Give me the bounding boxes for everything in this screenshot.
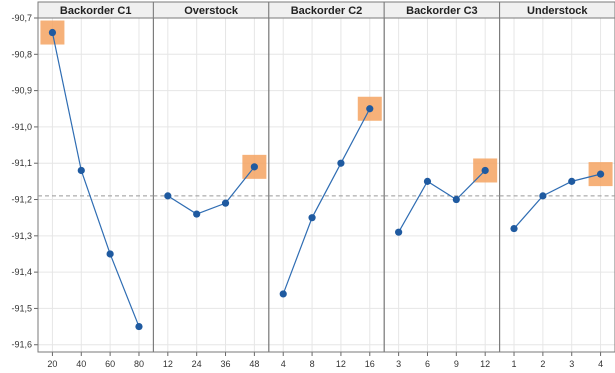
- series-line: [282, 108, 371, 295]
- data-point: [48, 28, 57, 37]
- x-tick-label: 16: [365, 359, 375, 369]
- y-tick-label: -91,4: [11, 267, 32, 277]
- data-point: [481, 166, 489, 175]
- x-tick-label: 3: [569, 359, 574, 369]
- x-tick-label: 20: [47, 359, 57, 369]
- data-point: [221, 199, 230, 207]
- x-tick-label: 8: [310, 359, 315, 369]
- panel-frame: [37, 17, 154, 353]
- x-tick-label: 4: [598, 359, 603, 369]
- x-tick-label: 48: [249, 359, 259, 369]
- x-tick-label: 12: [163, 359, 173, 369]
- data-point: [308, 214, 316, 222]
- data-point: [193, 210, 201, 218]
- y-tick-label: -91,0: [11, 122, 32, 132]
- series-line: [513, 173, 601, 229]
- data-point: [106, 250, 114, 258]
- x-tick-label: 40: [76, 359, 86, 369]
- y-tick-label: -90,8: [11, 49, 32, 59]
- x-tick-label: 12: [480, 359, 490, 369]
- data-point: [366, 105, 374, 113]
- data-point: [279, 290, 287, 298]
- series-line: [167, 166, 255, 215]
- panel-frame: [383, 17, 501, 353]
- x-tick-label: 6: [425, 359, 430, 369]
- y-tick-label: -91,5: [11, 303, 32, 313]
- x-tick-label: 2: [540, 359, 545, 369]
- panel-title: Backorder C3: [406, 5, 478, 17]
- panel-frame: [152, 17, 270, 353]
- x-tick-label: 36: [221, 359, 231, 369]
- series-line: [398, 170, 486, 233]
- data-point: [395, 228, 403, 236]
- data-point: [77, 166, 85, 175]
- data-point: [423, 177, 432, 185]
- x-tick-label: 4: [281, 359, 286, 369]
- panel-title: Overstock: [184, 5, 239, 17]
- data-point: [539, 192, 547, 200]
- y-tick-label: -91,2: [11, 195, 32, 205]
- series-line: [51, 32, 140, 327]
- y-tick-label: -90,7: [11, 13, 32, 23]
- data-point: [337, 159, 345, 167]
- x-tick-label: 3: [396, 359, 401, 369]
- y-tick-label: -91,3: [11, 231, 32, 241]
- panel-frame: [499, 17, 615, 353]
- panel-frame: [268, 17, 385, 353]
- data-point: [452, 195, 460, 204]
- x-tick-label: 60: [105, 359, 115, 369]
- data-point: [510, 224, 518, 233]
- panel-title: Understock: [527, 5, 588, 17]
- panel-title: Backorder C2: [291, 5, 363, 17]
- x-tick-label: 80: [134, 359, 144, 369]
- x-tick-label: 12: [336, 359, 346, 369]
- y-tick-label: -91,1: [11, 158, 32, 168]
- data-point: [596, 170, 605, 178]
- y-tick-label: -91,6: [11, 340, 32, 350]
- data-point: [250, 163, 258, 171]
- data-point: [164, 192, 172, 200]
- y-tick-label: -90,9: [11, 86, 32, 96]
- x-tick-label: 24: [192, 359, 202, 369]
- data-point: [135, 322, 143, 331]
- x-tick-label: 9: [454, 359, 459, 369]
- data-point: [568, 177, 576, 185]
- panel-title: Backorder C1: [60, 5, 132, 17]
- x-tick-label: 1: [512, 359, 517, 369]
